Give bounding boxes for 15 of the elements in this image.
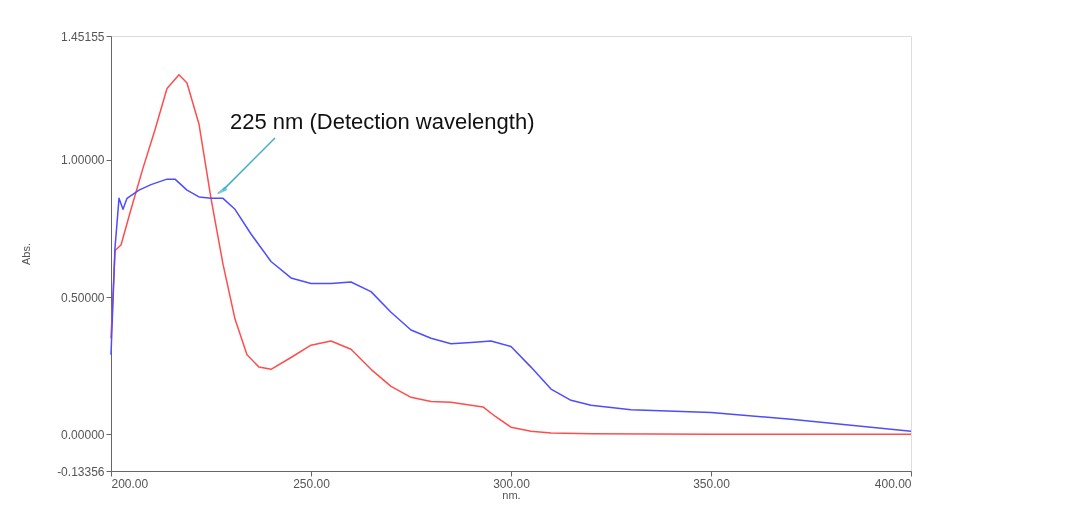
y-tick-label: 1.00000 [61,153,105,168]
y-tick-label: -0.13356 [57,464,105,479]
x-tick-label: 400.00 [874,476,912,491]
x-tick-label: 300.00 [493,476,531,491]
annotation: 225 nm (Detection wavelength) [230,108,535,134]
y-tick-label: 0.50000 [61,290,105,305]
y-axis-title: Abs. [20,242,33,266]
x-tick-label: 350.00 [693,476,731,491]
x-tick-label: 250.00 [293,476,331,491]
x-tick-label: 200.00 [111,476,149,491]
line-series [110,178,912,433]
x-axis-title: nm. [502,488,521,501]
line-series [110,74,912,436]
y-tick-label: 0.00000 [61,427,105,442]
y-tick-label: 1.45155 [61,29,105,44]
